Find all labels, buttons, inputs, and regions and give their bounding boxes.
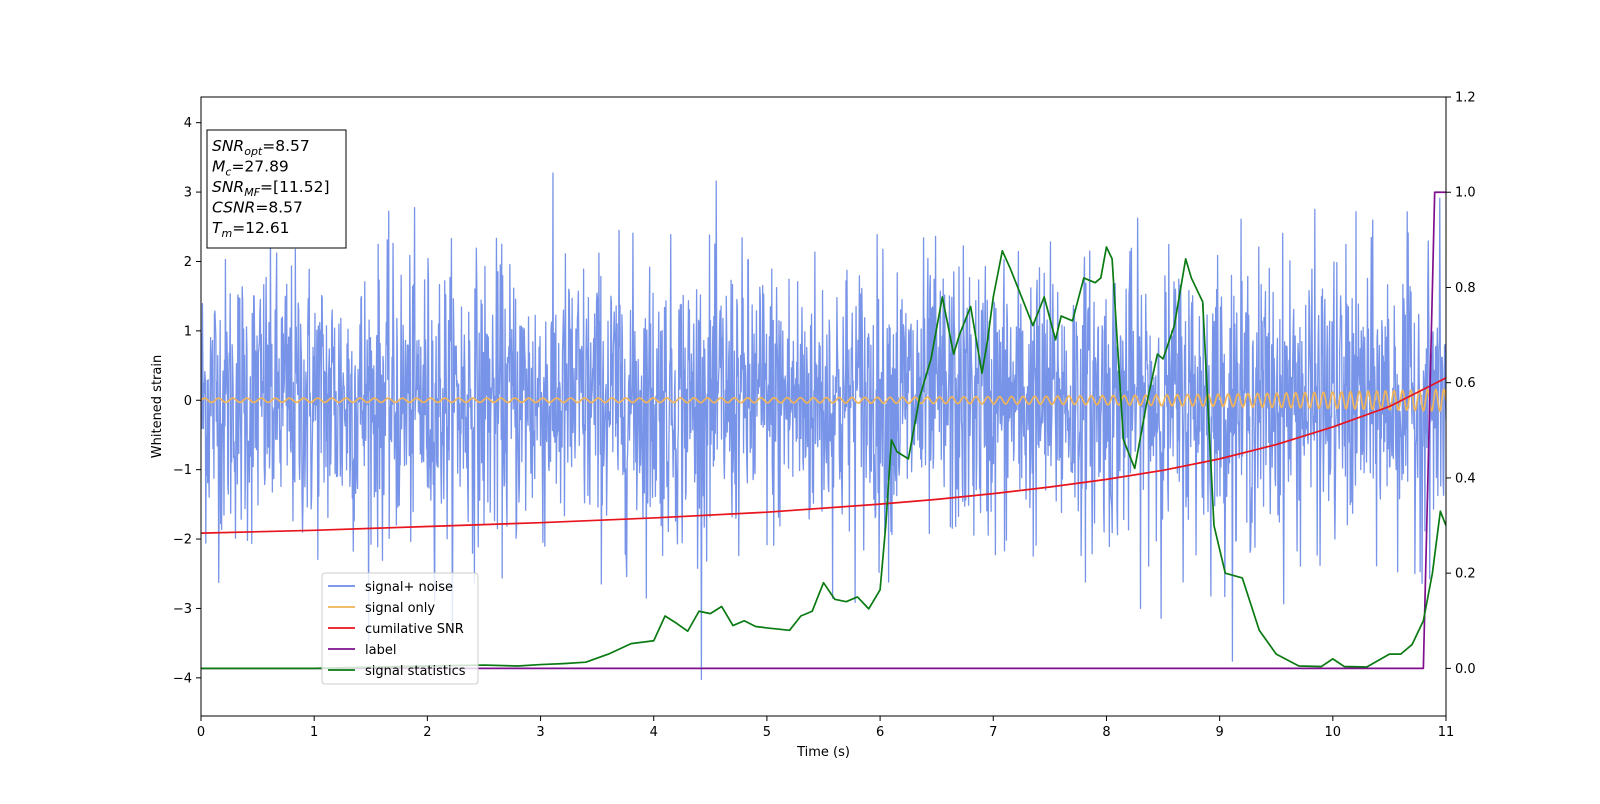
annotation-line: Tm=12.61	[212, 219, 290, 240]
annotation-symbol: CSNR	[212, 199, 255, 217]
metrics-annotation-box: SNRopt=8.57Mc=27.89SNRMF=[11.52]CSNR=8.5…	[206, 129, 347, 249]
annotation-value: =12.61	[232, 219, 289, 237]
x-tick-label: 8	[1102, 725, 1110, 740]
y-right-tick-label: 0.4	[1455, 471, 1476, 486]
y-left-tick-label: 1	[184, 324, 192, 339]
y-left-tick-label: 2	[184, 255, 192, 270]
x-tick-label: 10	[1325, 725, 1342, 740]
annotation-symbol: SNR	[212, 178, 244, 196]
x-tick-label: 4	[650, 725, 658, 740]
annotation-subscript: MF	[244, 186, 260, 199]
legend-label-signal-only: signal only	[365, 601, 435, 616]
annotation-value: =8.57	[262, 137, 310, 155]
legend-label-label: label	[365, 643, 396, 658]
legend: signal+ noise signal only cumilative SNR la…	[321, 572, 479, 685]
series-line-label	[201, 191, 1446, 670]
y-right-tick-label: 0.6	[1455, 376, 1476, 391]
plot-frame	[200, 96, 1447, 717]
annotation-symbol: M	[212, 158, 225, 176]
axes-layer: 0 1 2 3 4 5 6 7 8 9 10 11 −4 −3 −2 −1 0 1 2 3 4 0.0 0.2 0.4 0.6 0…	[173, 91, 1476, 741]
annotation-line: SNRMF=[11.52]	[212, 178, 330, 199]
y-left-tick-label: 4	[184, 116, 192, 131]
annotation-value: =8.57	[255, 199, 303, 217]
y-left-tick-label: −2	[173, 533, 192, 548]
x-tick-label: 3	[536, 725, 544, 740]
series-layer	[201, 172, 1446, 680]
legend-frame	[321, 572, 479, 685]
annotation-line: SNRopt=8.57	[212, 137, 310, 158]
annotation-value: =[11.52]	[260, 178, 329, 196]
x-tick-label: 0	[197, 725, 205, 740]
annotation-box-frame	[206, 129, 347, 249]
y-axis-title: Whitened strain	[150, 355, 165, 458]
legend-label-signal-statistics: signal statistics	[365, 664, 466, 679]
x-tick-label: 11	[1438, 725, 1455, 740]
x-tick-label: 1	[310, 725, 318, 740]
y-right-tick-label: 0.8	[1455, 281, 1476, 296]
annotation-line: Mc=27.89	[212, 158, 289, 179]
legend-label-cumilative-snr: cumilative SNR	[365, 622, 464, 637]
y-left-tick-label: −3	[173, 602, 192, 617]
x-tick-label: 2	[423, 725, 431, 740]
y-left-tick-label: −4	[173, 671, 192, 686]
annotation-symbol: T	[212, 219, 223, 237]
series-line-signal-statistics	[201, 246, 1446, 670]
annotation-subscript: opt	[244, 145, 263, 158]
annotation-value: =27.89	[231, 158, 288, 176]
y-right-tick-label: 1.0	[1455, 186, 1476, 201]
x-axis-title: Time (s)	[796, 745, 850, 760]
y-right-tick-label: 0.0	[1455, 662, 1476, 677]
y-right-tick-label: 1.2	[1455, 91, 1476, 106]
x-tick-label: 9	[1215, 725, 1223, 740]
y-left-tick-label: 3	[184, 186, 192, 201]
x-tick-label: 6	[876, 725, 884, 740]
annotation-subscript: c	[225, 166, 231, 179]
series-line-signal-only	[201, 388, 1446, 413]
legend-label-signal-noise: signal+ noise	[365, 580, 453, 595]
series-line-signal-noise	[201, 172, 1446, 680]
y-right-tick-label: 0.2	[1455, 567, 1476, 582]
y-left-tick-label: −1	[173, 463, 192, 478]
annotation-symbol: SNR	[212, 137, 244, 155]
x-tick-label: 7	[989, 725, 997, 740]
annotation-subscript: m	[221, 227, 232, 240]
x-tick-label: 5	[763, 725, 771, 740]
annotation-line: CSNR=8.57	[212, 199, 303, 217]
y-left-tick-label: 0	[184, 394, 192, 409]
series-line-cumilative-snr	[201, 377, 1446, 535]
